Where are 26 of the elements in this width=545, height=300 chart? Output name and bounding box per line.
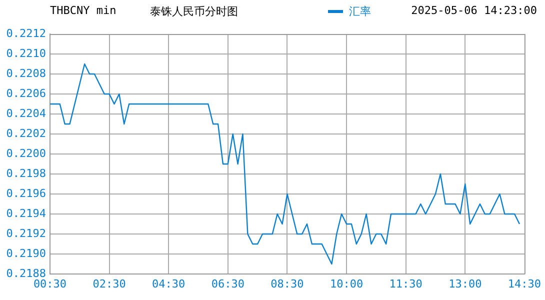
x-tick-label: 14:30 [508, 277, 542, 290]
y-tick-label: 0.2194 [6, 206, 46, 220]
chart-title: 泰铢人民币分时图 [150, 4, 238, 19]
y-tick-label: 0.2198 [6, 166, 46, 180]
x-tick-label: 04:30 [152, 277, 186, 290]
y-tick-label: 0.2200 [6, 146, 46, 160]
x-tick-label: 10:00 [330, 277, 364, 290]
y-tick-label: 0.2190 [6, 246, 46, 260]
text: 2025-05-06 14:23:00 [411, 4, 537, 17]
y-tick-label: 0.2210 [6, 46, 46, 60]
y-tick-label: 0.2212 [6, 26, 46, 40]
y-tick-label: 0.2202 [6, 126, 46, 140]
y-tick-label: 0.2192 [6, 226, 46, 240]
x-tick-label: 00:30 [33, 277, 67, 290]
y-tick-label: 0.2188 [6, 266, 46, 280]
y-tick-label: 0.2196 [6, 186, 46, 200]
legend-label: 汇率 [349, 4, 371, 19]
x-tick-label: 06:30 [211, 277, 244, 290]
y-tick-label: 0.2208 [6, 66, 46, 80]
x-tick-label: 02:30 [92, 277, 126, 290]
x-tick-label: 11:30 [389, 277, 422, 290]
x-tick-label: 08:30 [270, 277, 304, 290]
x-tick-label: 13:00 [448, 277, 482, 290]
y-tick-label: 0.2206 [6, 86, 46, 100]
y-tick-label: 0.2204 [6, 106, 46, 120]
chart-subtitle: THBCNY min [50, 4, 116, 17]
